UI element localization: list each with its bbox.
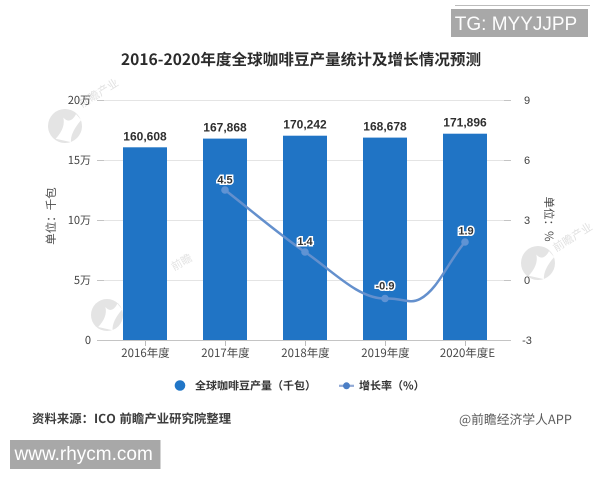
svg-text:6: 6 (524, 155, 530, 167)
svg-text:168,678: 168,678 (363, 120, 407, 134)
svg-text:1.9: 1.9 (458, 225, 473, 237)
svg-text:TG: MYYJJPP: TG: MYYJJPP (455, 14, 577, 35)
svg-text:4.5: 4.5 (217, 174, 232, 186)
svg-text:www.rhycm.com: www.rhycm.com (14, 444, 153, 465)
svg-text:167,868: 167,868 (203, 121, 247, 135)
svg-text:9: 9 (524, 95, 530, 107)
svg-text:1.4: 1.4 (297, 236, 313, 248)
svg-text:0: 0 (524, 275, 530, 287)
svg-text:170,242: 170,242 (283, 118, 327, 132)
svg-text:-3: -3 (522, 335, 532, 347)
svg-text:171,896: 171,896 (443, 116, 487, 130)
svg-text:-0.9: -0.9 (376, 280, 395, 292)
svg-text:160,608: 160,608 (123, 129, 167, 143)
svg-text:3: 3 (524, 215, 530, 227)
